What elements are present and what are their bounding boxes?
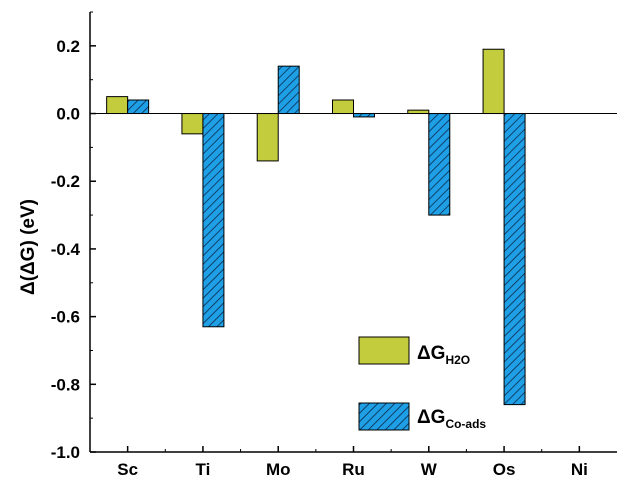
x-tick-label-sc: Sc [117,460,138,479]
bar-coads-ru [353,113,375,118]
bar-h2o-ru [332,99,354,115]
axes-group [89,12,617,453]
y-tick-label: 0.0 [56,105,80,124]
y-tick-label: -1.0 [51,443,80,462]
y-ticks-group: 0.2 0.0 -0.2 -0.4 -0.6 -0.8 -1.0 [51,11,96,462]
y-tick-label: -0.2 [51,172,80,191]
legend-label-coads-main: ΔG [417,407,445,428]
bar-coads-w [428,113,451,216]
bar-coads-sc [127,99,150,115]
y-axis-title: Δ(ΔG) (eV) [18,199,39,295]
legend-swatch-coads [358,402,410,431]
x-tick-label-ru: Ru [342,460,365,479]
bar-coads-mo [277,65,300,115]
y-tick-label: -0.6 [51,308,80,327]
x-tick-label-w: W [421,460,438,479]
bar-h2o-ti [181,113,204,135]
x-ticks-group: Sc Ti Mo Ru W Os Ni [117,446,588,479]
legend: ΔGH2O ΔGCo-ads [358,336,486,431]
x-tick-label-os: Os [493,460,516,479]
bar-h2o-mo [256,113,279,162]
y-tick-label: -0.4 [51,240,81,259]
bar-h2o-os [482,48,505,115]
legend-label-h2o-main: ΔG [417,343,445,364]
bar-coads-os [503,113,526,406]
legend-item-h2o: ΔGH2O [358,336,470,367]
bar-coads-ti [202,113,225,328]
legend-label-h2o-sub: H2O [445,353,470,367]
legend-label-coads: ΔGCo-ads [417,407,486,431]
legend-label-h2o: ΔGH2O [417,343,470,367]
bar-h2o-w [407,109,430,115]
x-tick-label-ti: Ti [196,460,211,479]
bars-group [106,48,526,406]
legend-item-coads: ΔGCo-ads [358,402,486,431]
legend-label-coads-sub: Co-ads [445,417,486,431]
x-tick-label-ni: Ni [571,460,588,479]
legend-swatch-h2o [358,336,410,365]
x-tick-label-mo: Mo [266,460,291,479]
y-tick-label: -0.8 [51,375,80,394]
bar-h2o-sc [106,96,129,115]
y-tick-label: 0.2 [56,37,80,56]
